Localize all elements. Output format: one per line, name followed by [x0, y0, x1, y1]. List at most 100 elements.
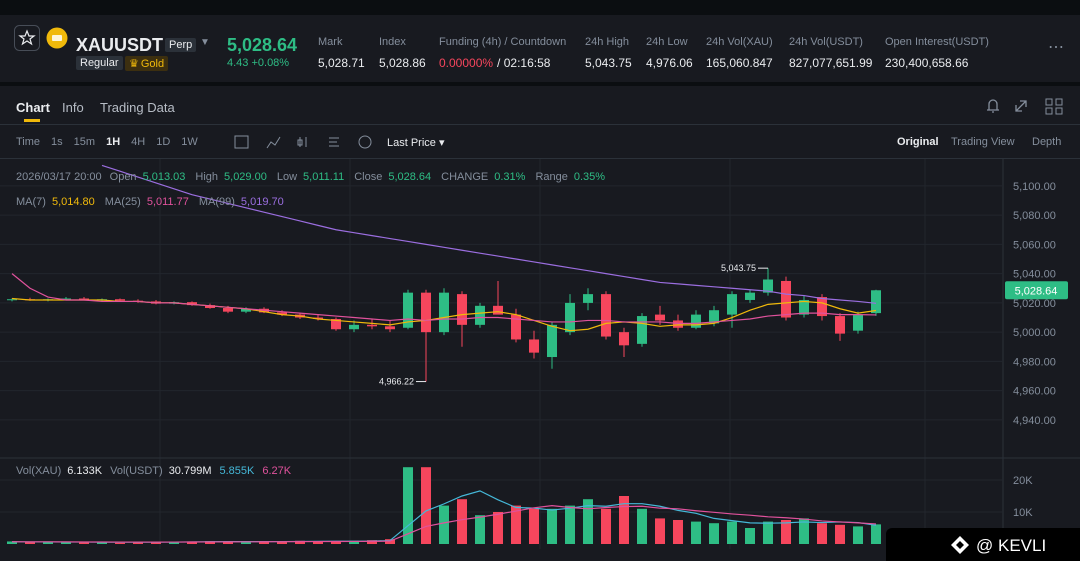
favorite-button[interactable] — [14, 25, 40, 51]
volume-bar — [115, 542, 125, 544]
stat-value: 5,043.75 — [585, 56, 632, 70]
volume-bar — [619, 496, 629, 544]
legend-label: MA(7) — [16, 196, 46, 208]
toolbar-icons[interactable] — [234, 133, 374, 151]
tab[interactable]: Info — [62, 100, 84, 115]
interval[interactable]: 1s — [51, 136, 63, 148]
volume-bar — [241, 542, 251, 544]
stat-value-text: 5,028.86 — [379, 56, 426, 70]
interval[interactable]: 15m — [73, 136, 96, 148]
candle-body — [313, 317, 323, 319]
candle-body — [853, 314, 863, 331]
candle-body — [781, 280, 791, 318]
intervals: Time 1s 15m 1H 4H 1D 1W — [16, 136, 209, 148]
legend-value: 5,013.03 — [142, 171, 186, 183]
volume-bar — [583, 499, 593, 544]
stat-label: Index — [379, 36, 406, 48]
y-tick-label: 5,060.00 — [1013, 239, 1056, 251]
legend-value: 5,019.70 — [240, 196, 284, 208]
volume-bar — [853, 526, 863, 544]
interval[interactable]: 4H — [131, 136, 146, 148]
legend-label: Low — [276, 171, 298, 183]
volume-bar — [781, 520, 791, 544]
volume-bar — [97, 542, 107, 544]
candle-body — [511, 314, 521, 340]
stat-label: 24h High — [585, 36, 630, 48]
y-tick-label: 5,080.00 — [1013, 210, 1056, 222]
last-price: 5,028.64 — [227, 35, 298, 55]
volume-bar — [475, 515, 485, 544]
tab[interactable]: Trading Data — [100, 100, 175, 115]
candle-body — [547, 324, 557, 358]
view-option[interactable]: Depth — [1032, 136, 1062, 148]
interval[interactable]: 1H — [106, 136, 121, 148]
stat-label: Open Interest(USDT) — [885, 36, 989, 48]
legend-value: 5,011.77 — [146, 196, 189, 208]
candle-body — [115, 299, 125, 301]
legend-label: Vol(USDT) — [110, 465, 163, 477]
y-tick-label: 4,980.00 — [1013, 356, 1056, 368]
volume-bar — [259, 541, 269, 544]
volume-bar — [25, 542, 35, 544]
volume-bar — [43, 542, 53, 544]
legend-value: 6.133K — [67, 465, 103, 477]
legend-label: Close — [354, 171, 383, 183]
price-change: 4.43 +0.08% — [227, 57, 290, 69]
view-option[interactable]: Original — [897, 136, 939, 148]
volume-bar — [421, 467, 431, 544]
volume-bar — [295, 540, 305, 544]
volume-bar — [331, 541, 341, 544]
y-tick-label: 5,020.00 — [1013, 298, 1056, 310]
annotation: 4,966.22 — [379, 377, 414, 387]
price-type[interactable]: Last Price ▾ — [387, 137, 445, 149]
interval[interactable]: 1W — [181, 136, 198, 148]
volume-bar — [763, 521, 773, 544]
y-tick-label: 5,100.00 — [1013, 181, 1056, 193]
volume-bar — [655, 518, 665, 544]
volume-bar — [187, 541, 197, 544]
candle-body — [835, 316, 845, 334]
view-option[interactable]: Trading View — [951, 136, 1015, 148]
candle-body — [79, 298, 89, 300]
candle-body — [691, 314, 701, 328]
volume-bar — [223, 541, 233, 544]
legend-label: Open — [109, 171, 137, 183]
legend-label: Vol(XAU) — [16, 465, 62, 477]
stat-value-text: 0.00000% — [439, 56, 494, 70]
more-button[interactable]: ⋯ — [1048, 39, 1064, 56]
volume-bar — [133, 542, 143, 544]
legend-value: 0.35% — [573, 171, 606, 183]
legend-label: CHANGE — [441, 171, 489, 183]
stat-value-text: 4,976.06 — [646, 56, 693, 70]
volume-bar — [511, 505, 521, 544]
candle-body — [763, 279, 773, 293]
dropdown-caret[interactable]: ▼ — [200, 37, 210, 48]
volume-bar — [205, 541, 215, 544]
candle-body — [475, 305, 485, 325]
chart-tools[interactable] — [984, 96, 1070, 116]
volume-bar — [61, 542, 71, 544]
volume-bar — [349, 540, 359, 544]
watermark: @ KEVLI — [976, 536, 1047, 555]
stat-label: Funding (4h) / Countdown — [439, 36, 567, 48]
legend-date: 2026/03/17 20:00 — [16, 171, 102, 183]
tag: ♛ Gold — [125, 56, 169, 71]
y-tick-label: 5,000.00 — [1013, 327, 1056, 339]
badge: Perp — [165, 38, 197, 52]
tab[interactable]: Chart — [16, 100, 50, 115]
volume-bar — [79, 541, 89, 544]
candle-body — [331, 318, 341, 330]
stat-value: 0.00000%/ 02:16:58 — [439, 56, 550, 70]
volume-bar — [367, 540, 377, 544]
tag-text: Gold — [140, 58, 165, 70]
legend-value: 0.31% — [494, 171, 526, 183]
coin-icon — [46, 27, 68, 49]
candle-body — [601, 294, 611, 337]
volume-bar — [403, 467, 413, 544]
legend-value: 5,028.64 — [388, 171, 432, 183]
interval[interactable]: 1D — [156, 136, 171, 148]
stat-value: 5,028.86 — [379, 56, 426, 70]
legend-label: MA(25) — [104, 196, 141, 208]
y-tick-label: 4,960.00 — [1013, 386, 1056, 398]
